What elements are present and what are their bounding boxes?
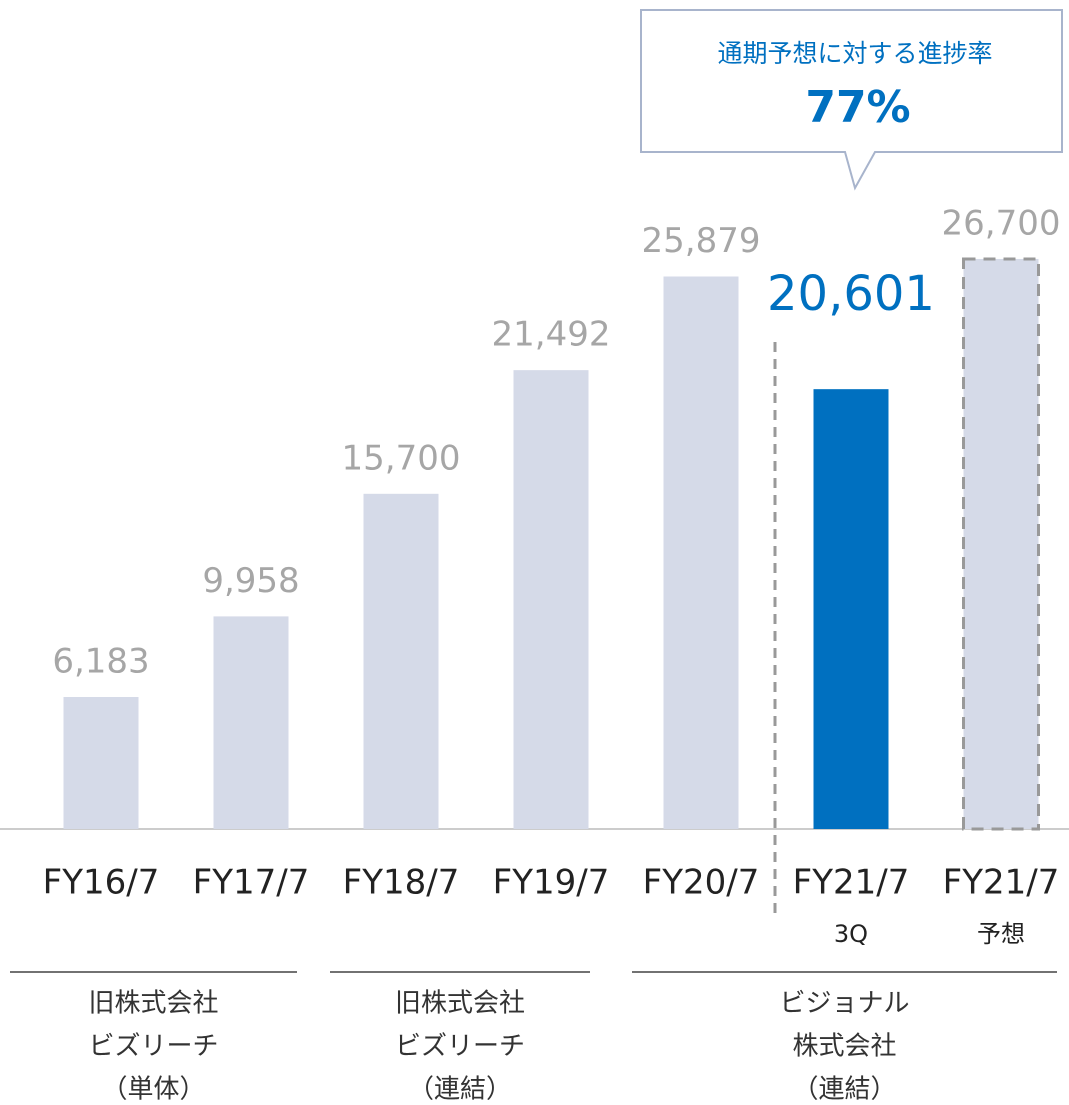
callout-value: 77% (805, 82, 910, 133)
bar (363, 493, 439, 829)
group-label: （連結） (792, 1075, 896, 1105)
bar (213, 616, 289, 829)
group-label: 旧株式会社 (395, 989, 525, 1019)
bar (513, 370, 589, 829)
group-label: （連結） (408, 1075, 512, 1105)
callout-box (640, 9, 1063, 191)
x-tick-label: FY21/7 (943, 863, 1060, 903)
x-sublabel: 予想 (977, 920, 1025, 948)
x-tick-label: FY20/7 (643, 863, 760, 903)
x-tick-label: FY19/7 (493, 863, 610, 903)
x-tick-label: FY21/7 (793, 863, 910, 903)
callout-title: 通期予想に対する進捗率 (717, 39, 992, 68)
bar (63, 696, 139, 829)
x-tick-label: FY18/7 (343, 863, 460, 903)
value-label: 6,183 (52, 641, 149, 681)
group-label: ビジョナル (779, 989, 909, 1019)
value-label: 15,700 (342, 438, 461, 478)
value-label: 21,492 (492, 315, 611, 355)
group-label: ビズリーチ (395, 1032, 525, 1062)
group-label: （単体） (101, 1075, 205, 1105)
x-sublabel: 3Q (834, 920, 868, 948)
value-label: 9,958 (202, 561, 299, 601)
value-label: 20,601 (767, 266, 935, 322)
group-label: 旧株式会社 (88, 989, 218, 1019)
bar (663, 276, 739, 829)
value-label: 25,879 (642, 221, 761, 261)
bar (813, 389, 889, 829)
group-label: ビズリーチ (88, 1032, 218, 1062)
bar (962, 257, 1040, 831)
x-tick-label: FY16/7 (43, 863, 160, 903)
group-label: 株式会社 (792, 1032, 896, 1062)
x-tick-label: FY17/7 (193, 863, 310, 903)
value-label: 26,700 (942, 203, 1061, 243)
